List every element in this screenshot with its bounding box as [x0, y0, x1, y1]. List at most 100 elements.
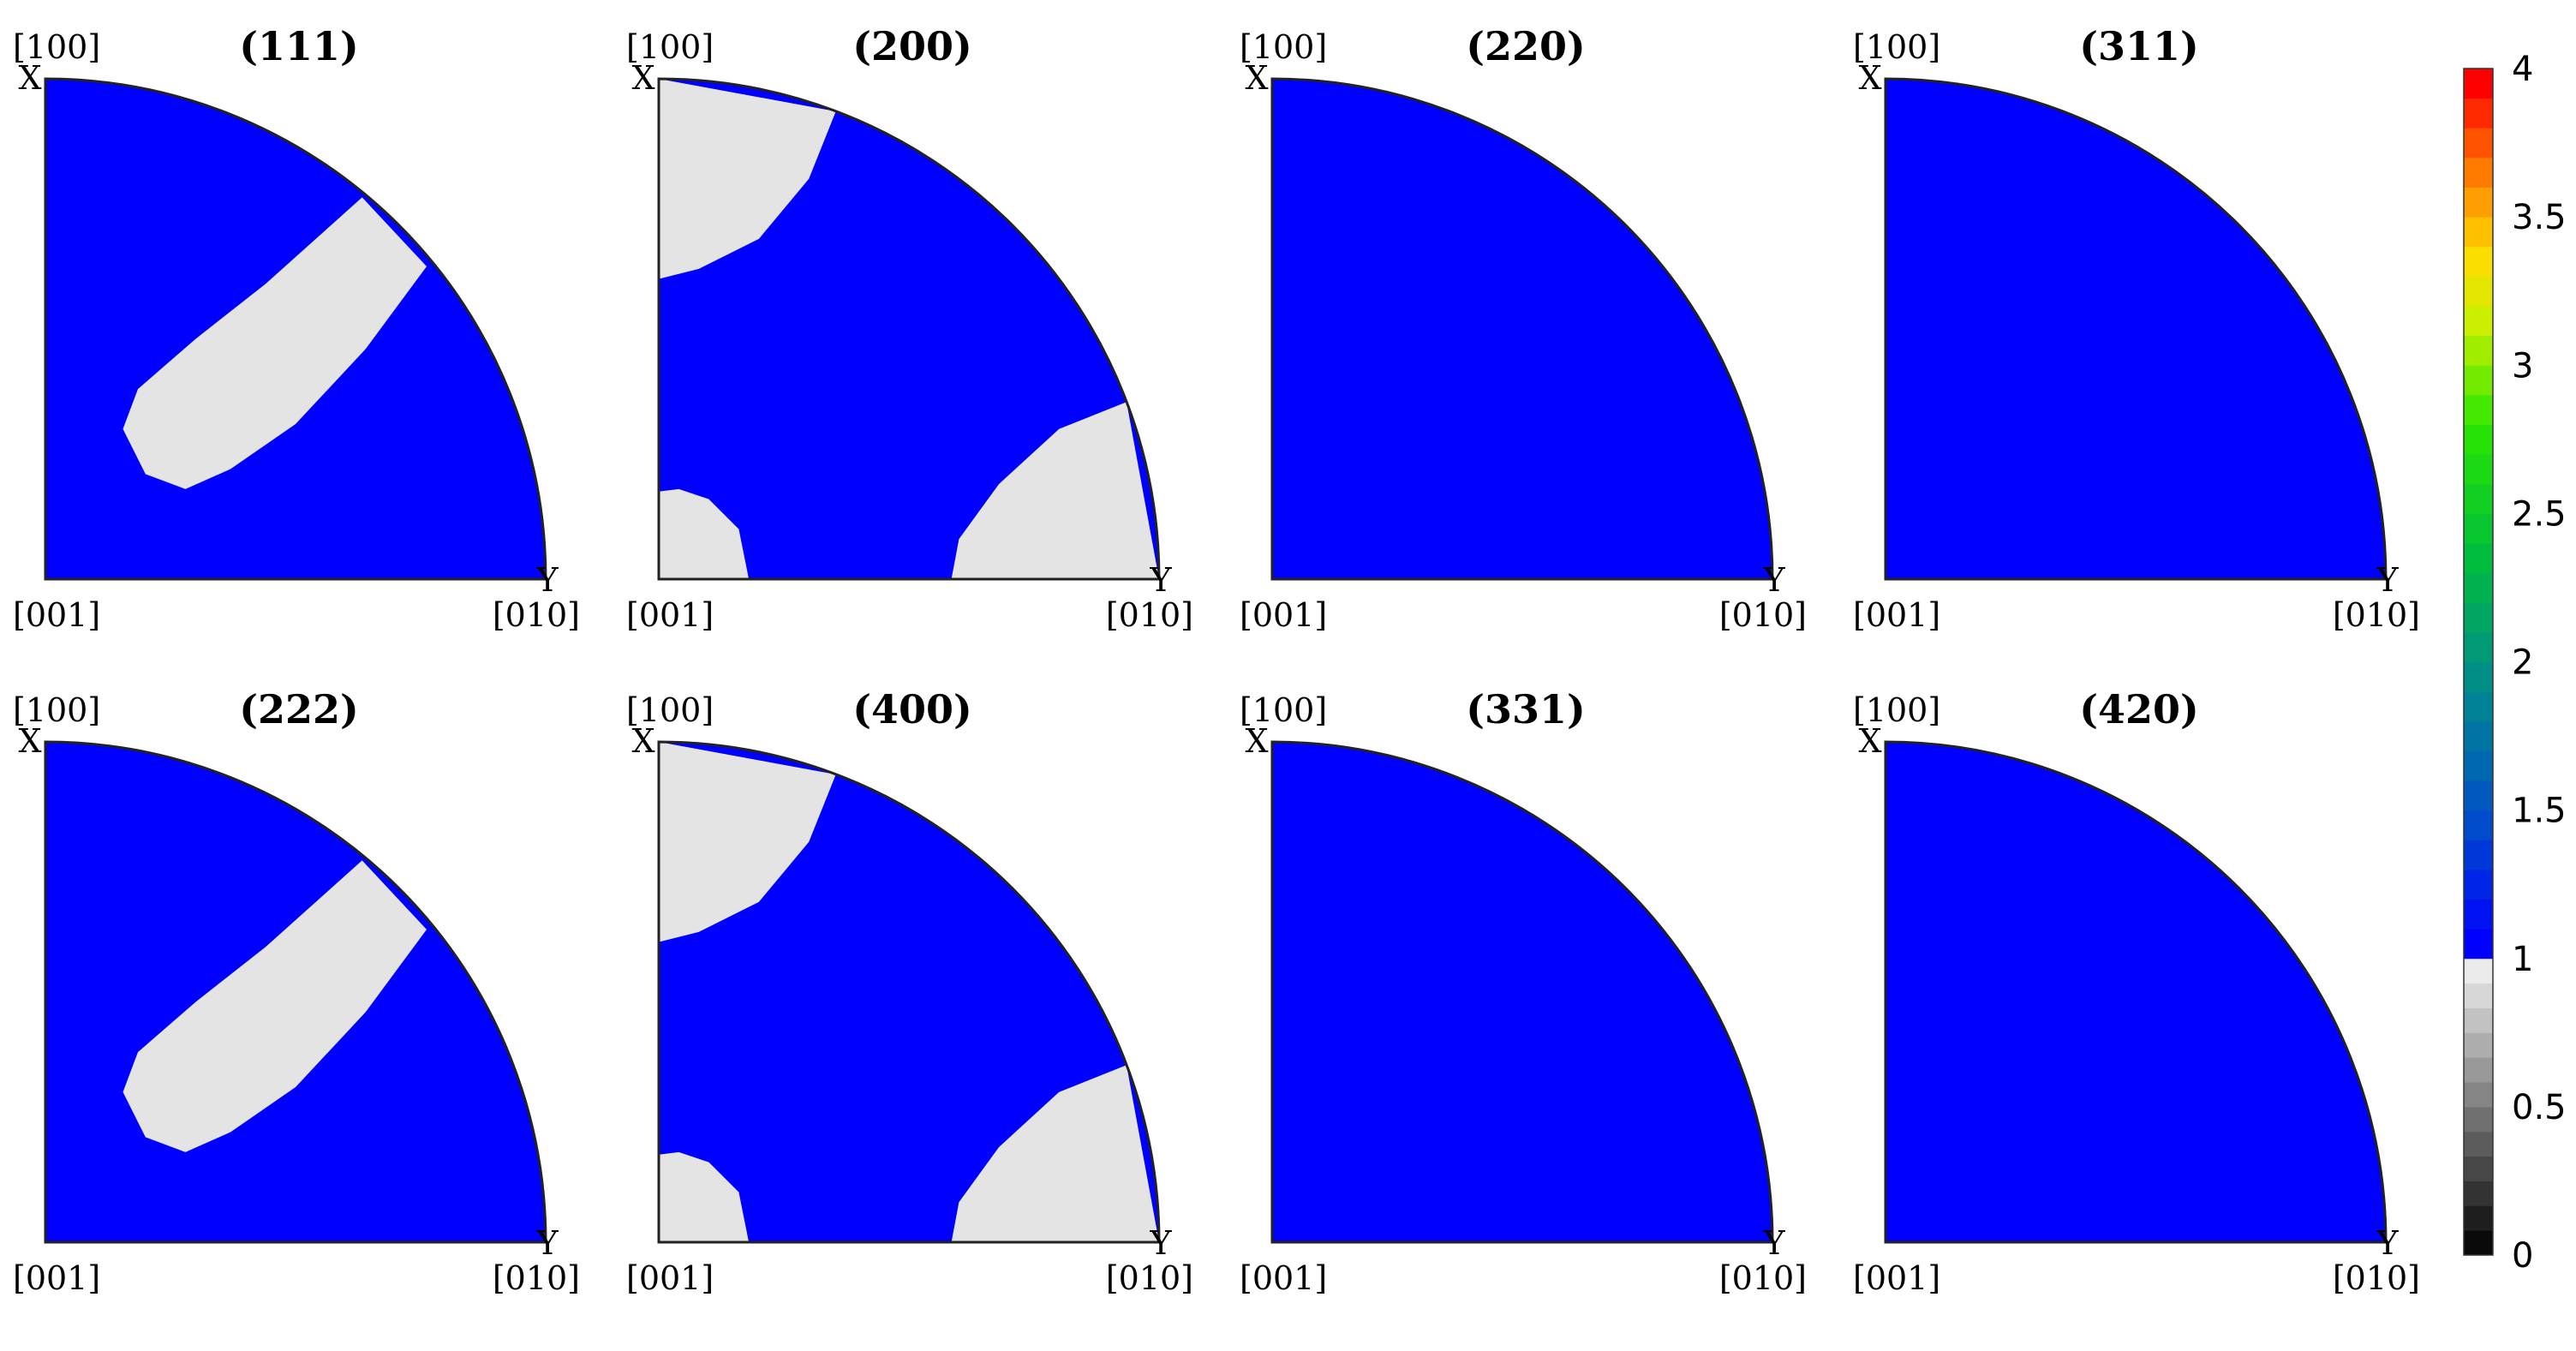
axis-letter-y: Y [535, 1224, 559, 1262]
colorbar-segment [2464, 454, 2493, 485]
low-intensity-region [659, 488, 750, 579]
colorbar-segment [2464, 69, 2493, 99]
sector-outline [657, 77, 1161, 581]
low-intensity-region [951, 1065, 1159, 1242]
sector-outline [1884, 740, 2388, 1244]
panel-title: (331) [1466, 686, 1586, 732]
colorbar-segment [2464, 157, 2493, 188]
colorbar-segment [2464, 1032, 2493, 1058]
pole-label-top: [100] [626, 691, 714, 729]
low-intensity-region [951, 402, 1159, 579]
axis-letter-y: Y [1149, 1224, 1172, 1262]
colorbar-segment [2464, 958, 2493, 984]
colorbar-segment [2464, 750, 2493, 781]
colorbar-segment [2464, 631, 2493, 662]
colorbar-segment [2464, 840, 2493, 870]
low-intensity-regions [123, 197, 427, 489]
colorbar-segment [2464, 394, 2493, 425]
colorbar-frame [2463, 68, 2494, 1256]
pole-figure-panel: (331) [100]X [001] [010]Y [1240, 686, 1807, 1297]
colorbar-tick-label: 3.5 [2512, 198, 2567, 237]
colorbar-segment [2464, 1106, 2493, 1133]
low-intensity-region [659, 79, 836, 279]
colorbar-tick-label: 0.5 [2512, 1088, 2567, 1127]
pole-label-origin: [001] [626, 1259, 714, 1297]
axis-letter-x: X [1245, 59, 1268, 97]
colorbar-segment [2464, 483, 2493, 514]
axis-letter-y: Y [1149, 561, 1172, 599]
sector-outline [1884, 77, 2388, 581]
panel-title: (222) [239, 686, 359, 732]
panel-title: (111) [239, 23, 359, 69]
axis-letter-x: X [18, 722, 41, 760]
pole-figure-panel: (200) [100]X [001] [010]Y [626, 23, 1193, 634]
axis-letter-x: X [1858, 722, 1881, 760]
colorbar-segment [2464, 1156, 2493, 1181]
colorbar-segment [2464, 246, 2493, 277]
pole-label-right: [010] [1106, 1259, 1193, 1297]
axis-letter-y: Y [2376, 1224, 2399, 1262]
sector-outline [44, 740, 547, 1244]
colorbar-segment [2464, 306, 2493, 337]
panels-layer: (111)[100]X[001] [010]Y(200)[100]X[001] [0… [13, 23, 2420, 1297]
pole-label-top: [100] [1853, 691, 1940, 729]
low-intensity-region [123, 197, 427, 489]
sector-outline [1270, 77, 1774, 581]
low-intensity-region [123, 860, 427, 1152]
low-intensity-region [659, 1151, 750, 1242]
sector-outline [44, 77, 547, 581]
pole-label-right: [010] [1719, 596, 1807, 634]
axis-letter-x: X [631, 59, 654, 97]
sector-fill [1272, 742, 1772, 1242]
pole-label-origin: [001] [1240, 1259, 1327, 1297]
colorbar-segment [2464, 1131, 2493, 1157]
colorbar-segment [2464, 1205, 2493, 1231]
colorbar-tick-label: 0 [2512, 1236, 2533, 1276]
colorbar-segment [2464, 187, 2493, 218]
colorbar-segment [2464, 1057, 2493, 1083]
colorbar-segment [2464, 720, 2493, 751]
pole-label-top: [100] [13, 691, 100, 729]
colorbar-tick-label: 2.5 [2512, 494, 2567, 534]
panel-title: (311) [2079, 23, 2199, 69]
low-intensity-regions [123, 860, 427, 1152]
pole-figure-panel: (111) [100]X [001] [010]Y [13, 23, 580, 634]
pole-figure-panel: (400) [100]X [001] [010]Y [626, 686, 1193, 1297]
sector-outline [657, 740, 1161, 1244]
panel-title: (200) [852, 23, 972, 69]
pole-label-origin: [001] [13, 1259, 100, 1297]
panel-title: (400) [852, 686, 972, 732]
pole-label-top: [100] [1240, 691, 1327, 729]
colorbar-tick-label: 4 [2512, 50, 2533, 89]
colorbar-segment [2464, 869, 2493, 900]
pole-label-origin: [001] [1240, 596, 1327, 634]
colorbar-segment [2464, 929, 2493, 959]
pole-label-right: [010] [493, 1259, 580, 1297]
pole-label-right: [010] [1106, 596, 1193, 634]
sector-fill [1886, 79, 2386, 579]
colorbar-segment [2464, 513, 2493, 544]
colorbar-segment [2464, 1181, 2493, 1206]
pole-label-origin: [001] [1853, 596, 1940, 634]
colorbar-segment [2464, 1082, 2493, 1108]
colorbar-segment [2464, 98, 2493, 129]
pole-figure-panel: (420) [100]X [001] [010]Y [1853, 686, 2420, 1297]
pole-figure-panel: (222) [100]X [001] [010]Y [13, 686, 580, 1297]
colorbar-segment [2464, 335, 2493, 366]
pole-figure-panel: (220) [100]X [001] [010]Y [1240, 23, 1807, 634]
axis-letter-y: Y [2376, 561, 2399, 599]
axis-letter-y: Y [1762, 1224, 1785, 1262]
colorbar-segment [2464, 810, 2493, 840]
pole-label-right: [010] [2333, 596, 2420, 634]
colorbar-segment [2464, 1007, 2493, 1033]
colorbar-segment [2464, 217, 2493, 248]
colorbar-segment [2464, 543, 2493, 574]
colorbar-segment [2464, 276, 2493, 307]
axis-letter-x: X [1245, 722, 1268, 760]
low-intensity-regions [659, 742, 1159, 1242]
sector-outline [1270, 740, 1774, 1244]
pole-label-top: [100] [1853, 28, 1940, 66]
axis-letter-y: Y [535, 561, 559, 599]
